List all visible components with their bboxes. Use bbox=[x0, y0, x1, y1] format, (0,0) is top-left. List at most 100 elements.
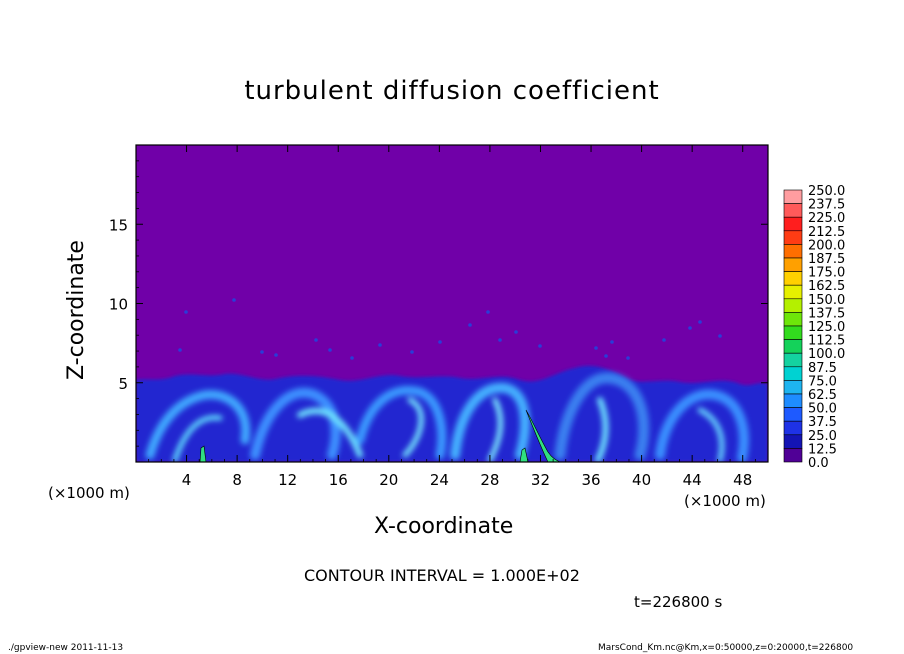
x-tick-label: 36 bbox=[581, 471, 600, 489]
colorbar-swatch bbox=[783, 271, 803, 286]
colorbar-swatch bbox=[783, 352, 803, 368]
turbulence-speck bbox=[688, 326, 692, 330]
turbulence-speck bbox=[610, 340, 614, 344]
eddy bbox=[595, 397, 609, 462]
turbulence-speck bbox=[662, 338, 666, 342]
colorbar-label: 125.0 bbox=[808, 320, 845, 335]
turbulence-speck bbox=[538, 344, 542, 348]
colorbar-swatch bbox=[783, 434, 803, 449]
colorbar-label: 112.5 bbox=[808, 334, 845, 349]
colorbar-swatch bbox=[783, 189, 803, 204]
turbulence-speck bbox=[438, 340, 442, 344]
colorbar-label: 250.0 bbox=[808, 184, 845, 199]
eddy bbox=[402, 397, 424, 458]
colorbar-label: 175.0 bbox=[808, 266, 845, 281]
colorbar-label: 225.0 bbox=[808, 211, 845, 226]
colorbar-swatch bbox=[783, 420, 803, 436]
turbulence-speck bbox=[410, 350, 414, 354]
y-tick-label: 10 bbox=[109, 296, 128, 314]
turbulence-speck bbox=[184, 310, 188, 314]
colorbar-swatch bbox=[783, 393, 803, 408]
eddy bbox=[450, 382, 530, 460]
colorbar-swatch bbox=[783, 203, 803, 218]
high-diffusion-patch bbox=[199, 445, 207, 462]
colorbar-swatch bbox=[783, 298, 803, 313]
x-tick-label: 28 bbox=[480, 471, 499, 489]
chart-title: turbulent diffusion coefficient bbox=[244, 76, 660, 106]
eddy bbox=[487, 397, 503, 462]
colorbar-swatch bbox=[783, 230, 803, 245]
x-tick-label: 4 bbox=[182, 471, 192, 489]
footer-right: MarsCond_Km.nc@Km,x=0:50000,z=0:20000,t=… bbox=[598, 643, 854, 653]
colorbar-label: 62.5 bbox=[808, 388, 837, 403]
eddy bbox=[297, 408, 363, 458]
turbulence-speck bbox=[468, 323, 472, 327]
x-tick-label: 24 bbox=[430, 471, 449, 489]
turbulence-speck bbox=[604, 354, 608, 358]
green-patches bbox=[199, 409, 561, 462]
y-tick-label: 15 bbox=[109, 216, 128, 234]
eddy bbox=[355, 385, 447, 460]
turbulence-speck bbox=[314, 338, 318, 342]
colorbar-label: 162.5 bbox=[808, 279, 845, 294]
eddy bbox=[554, 372, 650, 461]
colorbar-swatch bbox=[783, 284, 803, 300]
x-axis: 4 8 12 16 20 24 28 32 36 40 44 48 bbox=[148, 145, 756, 489]
colorbar-label: 50.0 bbox=[808, 402, 837, 417]
x-tick-label: 16 bbox=[329, 471, 348, 489]
x-tick-label: 32 bbox=[531, 471, 550, 489]
x-tick-label: 8 bbox=[232, 471, 242, 489]
colorbar-swatch bbox=[783, 312, 803, 327]
turbulence-speck bbox=[378, 343, 382, 347]
x-tick-label: 48 bbox=[733, 471, 752, 489]
eddy bbox=[655, 389, 749, 462]
turbulence-speck bbox=[328, 348, 332, 352]
colorbar-label: 0.0 bbox=[808, 456, 829, 471]
eddy bbox=[172, 415, 223, 462]
contour-interval-label: CONTOUR INTERVAL = 1.000E+02 bbox=[304, 566, 580, 585]
turbulence-speck bbox=[698, 320, 702, 324]
eddy bbox=[697, 407, 725, 462]
turbulence-field bbox=[136, 298, 768, 462]
turbulence-speck bbox=[350, 356, 354, 360]
colorbar-swatch bbox=[783, 257, 803, 272]
colorbar-label: 137.5 bbox=[808, 306, 845, 321]
colorbar-label: 75.0 bbox=[808, 374, 837, 389]
colorbar-swatch bbox=[783, 339, 803, 354]
colorbar: 250.0237.5225.0212.5200.0187.5175.0162.5… bbox=[783, 184, 845, 471]
turbulence-speck bbox=[594, 346, 598, 350]
footer-left: ./gpview-new 2011-11-13 bbox=[8, 643, 124, 653]
turbulence-speck bbox=[232, 298, 236, 302]
colorbar-label: 12.5 bbox=[808, 442, 837, 457]
colorbar-label: 25.0 bbox=[808, 429, 837, 444]
colorbar-label: 200.0 bbox=[808, 238, 845, 253]
x-tick-label: 12 bbox=[278, 471, 297, 489]
x-tick-label: 40 bbox=[632, 471, 651, 489]
turbulence-speck bbox=[498, 338, 502, 342]
colorbar-swatch bbox=[783, 325, 803, 340]
turbulence-speck bbox=[514, 330, 518, 334]
turbulence-speck bbox=[274, 353, 278, 357]
eddy bbox=[250, 387, 341, 460]
turbulence-speck bbox=[626, 356, 630, 360]
colorbar-label: 187.5 bbox=[808, 252, 845, 267]
time-label: t=226800 s bbox=[634, 593, 723, 611]
y-tick-label: 5 bbox=[118, 375, 128, 393]
colorbar-swatch bbox=[783, 380, 803, 395]
x-tick-label: 44 bbox=[683, 471, 702, 489]
colorbar-swatch bbox=[783, 366, 803, 381]
x-tick-label: 20 bbox=[379, 471, 398, 489]
y-axis: 5 10 15 bbox=[109, 160, 768, 447]
high-diffusion-patch bbox=[525, 409, 561, 462]
colorbar-label: 212.5 bbox=[808, 225, 845, 240]
colorbar-label: 87.5 bbox=[808, 361, 837, 376]
x-axis-label-text: X-coordinate bbox=[374, 514, 514, 539]
turbulence-speck bbox=[486, 310, 490, 314]
high-diffusion-patch bbox=[519, 447, 529, 462]
colorbar-label: 100.0 bbox=[808, 347, 845, 362]
y-axis-label: Z-coordinate bbox=[64, 240, 89, 380]
x-axis-label: X-coordinate bbox=[374, 514, 513, 539]
colorbar-swatch bbox=[783, 407, 803, 422]
colorbar-label: 150.0 bbox=[808, 293, 845, 308]
x-unit-label-right: (×1000 m) bbox=[684, 492, 766, 510]
